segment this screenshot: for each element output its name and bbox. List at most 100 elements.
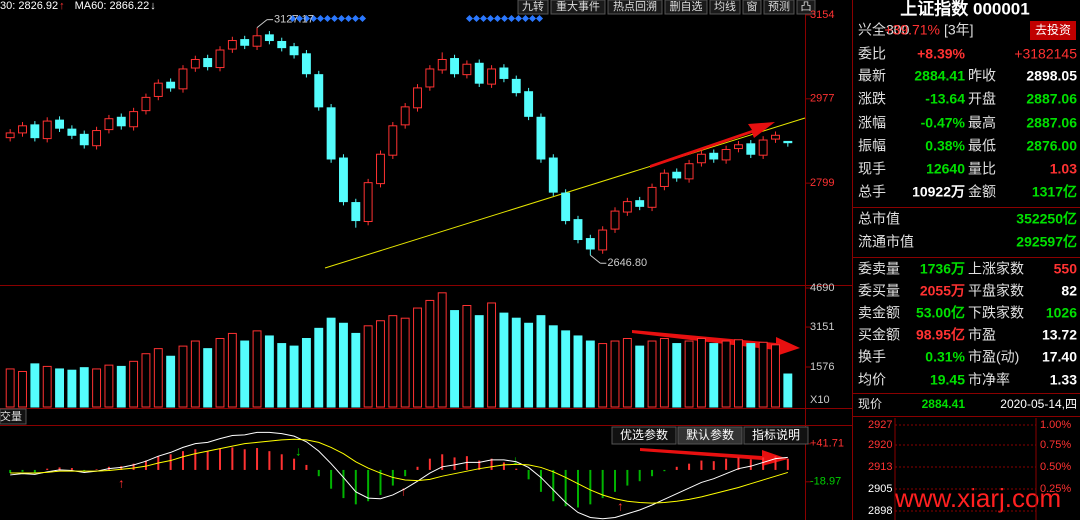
volume-bar [92, 368, 102, 408]
volume-bar [129, 360, 139, 408]
volume-bar [30, 363, 40, 408]
candle-body [659, 172, 669, 187]
y-tick-label: 3151 [810, 321, 834, 333]
toolbar-label[interactable]: 凸 [801, 1, 812, 13]
volume-bar [227, 332, 237, 408]
candle-body [104, 118, 114, 131]
toolbar-button[interactable] [763, 0, 795, 15]
quote-label: 下跌家数 [968, 305, 1024, 321]
quote-value: 2055万 [920, 283, 965, 299]
toolbar-button[interactable] [742, 0, 762, 15]
event-marker [302, 14, 311, 23]
quote-value: 2898.05 [1026, 68, 1077, 84]
intraday-tick-label: 0.50% [1040, 461, 1071, 473]
candle-body [289, 46, 299, 56]
quote-label: 昨收 [968, 68, 996, 84]
candle-body [771, 134, 780, 140]
candle-body [18, 125, 27, 134]
candle-body [684, 163, 694, 180]
toolbar-label[interactable]: 热点回溯 [613, 0, 657, 13]
sell-arrow: ↓ [512, 452, 519, 467]
toolbar-label[interactable]: 预测 [768, 0, 790, 13]
invest-button-label[interactable]: 去投资 [1035, 22, 1071, 37]
quote-value: 1.03 [1050, 161, 1077, 177]
volume-bar [573, 335, 583, 408]
volume-bar [289, 345, 299, 408]
quote-value: 2887.06 [1026, 115, 1077, 131]
candle-body [277, 40, 287, 49]
indicator-button[interactable] [743, 426, 809, 445]
volume-bar [425, 299, 435, 408]
event-marker [316, 14, 325, 23]
volume-bar [610, 340, 620, 408]
quote-value: 2884.41 [914, 68, 965, 84]
volume-bar [376, 320, 385, 408]
red-arrow [632, 330, 800, 356]
indicator-button-label[interactable]: 优选参数 [620, 427, 668, 442]
quote-value: 1317亿 [1032, 184, 1077, 200]
indicator-button[interactable] [677, 426, 743, 445]
candle-body [783, 140, 793, 144]
candle-body [622, 201, 632, 213]
toolbar-label[interactable]: 九转 [522, 0, 544, 13]
toolbar-button[interactable] [607, 0, 663, 15]
volume-bar [524, 322, 534, 408]
toolbar-button[interactable] [709, 0, 741, 15]
candle-body [30, 124, 40, 139]
toolbar-button[interactable] [550, 0, 606, 15]
intraday-tick-label: 0.25% [1040, 483, 1071, 495]
toolbar-button[interactable] [796, 0, 816, 15]
volume-bar [413, 307, 422, 408]
candle-body [92, 130, 102, 147]
candle-body [746, 143, 756, 155]
toolbar-label[interactable]: 窗 [747, 0, 758, 13]
toolbar-label[interactable]: 均线 [714, 0, 736, 13]
toolbar-button[interactable] [517, 0, 549, 15]
quote-value: 292597亿 [1016, 234, 1077, 250]
volume-bar [277, 343, 287, 408]
invest-button[interactable] [1030, 21, 1076, 40]
candle-body [227, 40, 237, 50]
candle-body [55, 119, 64, 129]
candle-body [129, 111, 139, 128]
quote-label: 市盈(动) [968, 349, 1019, 365]
quote-value: 1.33 [1050, 372, 1077, 388]
quote-label: 金额 [968, 184, 996, 200]
volume-bar [104, 364, 114, 408]
candle-body [573, 219, 583, 241]
volume-bar [462, 305, 472, 408]
volume-bar [240, 340, 250, 408]
quote-label: 委卖量 [858, 261, 900, 277]
volume-bar [18, 370, 27, 408]
indicator-button[interactable] [611, 426, 677, 445]
candle-body [5, 132, 15, 139]
quote-label: 换手 [858, 349, 886, 365]
toolbar-label[interactable]: 删自选 [670, 0, 703, 13]
volume-bar [709, 343, 719, 408]
volume-bar [585, 340, 595, 408]
quote-value: 53.00亿 [916, 305, 965, 321]
volume-bar [326, 317, 336, 408]
toolbar-label[interactable]: 重大事件 [556, 0, 600, 13]
quote-label: 上涨家数 [968, 261, 1024, 277]
volume-bar [511, 317, 521, 408]
event-marker [521, 14, 530, 23]
candle-body [42, 120, 52, 140]
indicator-button-label[interactable]: 指标说明 [752, 427, 800, 442]
candle-body [326, 107, 336, 160]
volume-bar [190, 340, 200, 408]
volume-bar [659, 337, 669, 408]
y-tick-label: +41.71 [810, 438, 844, 450]
toolbar-button[interactable] [664, 0, 708, 15]
volume-bar [141, 353, 151, 408]
volume-bar [771, 344, 780, 408]
volume-bar [400, 317, 410, 408]
indicator-button-label[interactable]: 默认参数 [686, 427, 734, 442]
intraday-tick-label: 1.00% [1040, 419, 1071, 431]
quote-value: 1736万 [920, 261, 965, 277]
event-marker [514, 14, 523, 23]
candle-body [474, 62, 484, 84]
event-marker [323, 14, 332, 23]
fund-term: [3年] [944, 22, 974, 38]
quote-value: 17.40 [1042, 349, 1077, 365]
